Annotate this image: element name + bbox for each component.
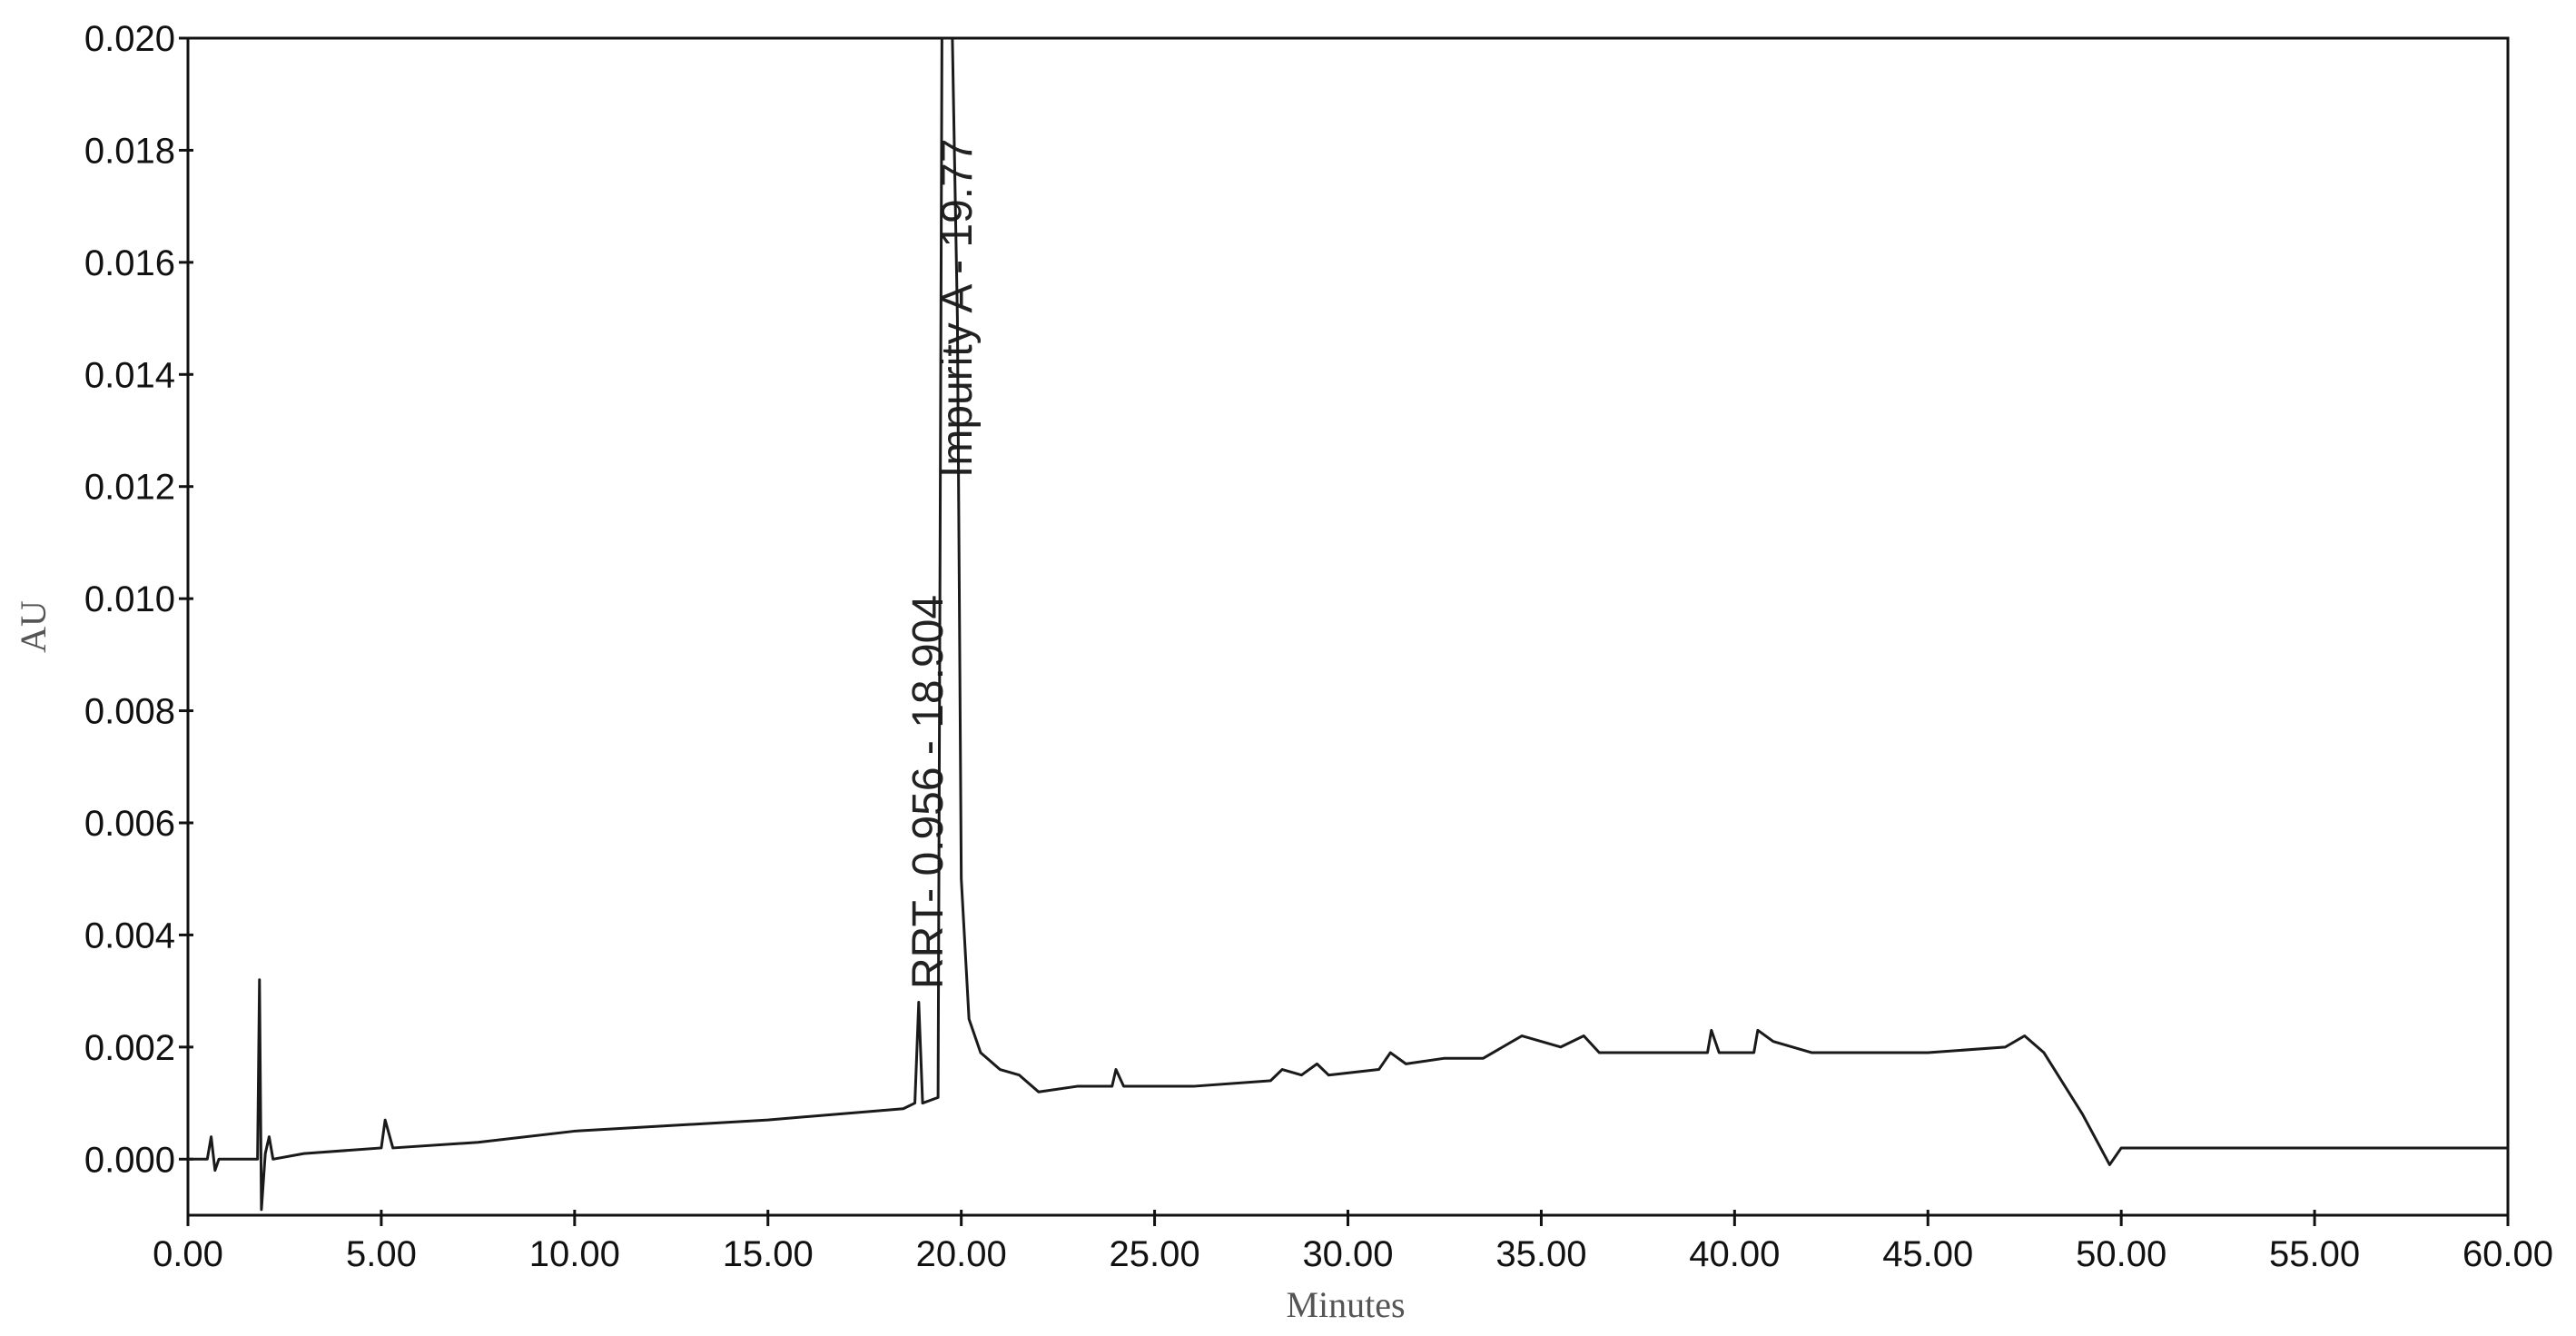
peak-annotation: RRT- 0.956 - 18.904	[904, 595, 952, 989]
y-tick-label: 0.020	[84, 19, 175, 59]
y-tick-label: 0.006	[84, 804, 175, 844]
y-tick-label: 0.004	[84, 915, 175, 955]
y-tick-label: 0.002	[84, 1028, 175, 1068]
x-tick-label: 5.00	[346, 1234, 417, 1274]
y-tick-label: 0.010	[84, 579, 175, 619]
y-tick-label: 0.008	[84, 692, 175, 732]
y-tick-label: 0.018	[84, 131, 175, 171]
y-tick-label: 0.012	[84, 468, 175, 508]
trace	[188, 38, 2508, 1212]
y-tick-label: 0.016	[84, 243, 175, 283]
x-tick-label: 45.00	[1882, 1234, 1973, 1274]
x-tick-label: 20.00	[916, 1234, 1007, 1274]
x-tick-label: 40.00	[1689, 1234, 1780, 1274]
x-tick-label: 30.00	[1302, 1234, 1393, 1274]
x-axis-title: Minutes	[1286, 1284, 1405, 1325]
x-tick-label: 35.00	[1495, 1234, 1586, 1274]
x-tick-label: 50.00	[2076, 1234, 2166, 1274]
x-tick-label: 15.00	[723, 1234, 814, 1274]
x-tick-label: 55.00	[2269, 1234, 2360, 1274]
x-tick-label: 10.00	[529, 1234, 620, 1274]
y-axis-title: AU	[13, 600, 54, 653]
x-tick-label: 25.00	[1110, 1234, 1200, 1274]
y-tick-label: 0.000	[84, 1140, 175, 1180]
plot-frame	[186, 36, 2510, 1217]
y-tick-label: 0.014	[84, 355, 175, 395]
x-tick-label: 0.00	[153, 1234, 223, 1274]
x-tick-label: 60.00	[2462, 1234, 2553, 1274]
